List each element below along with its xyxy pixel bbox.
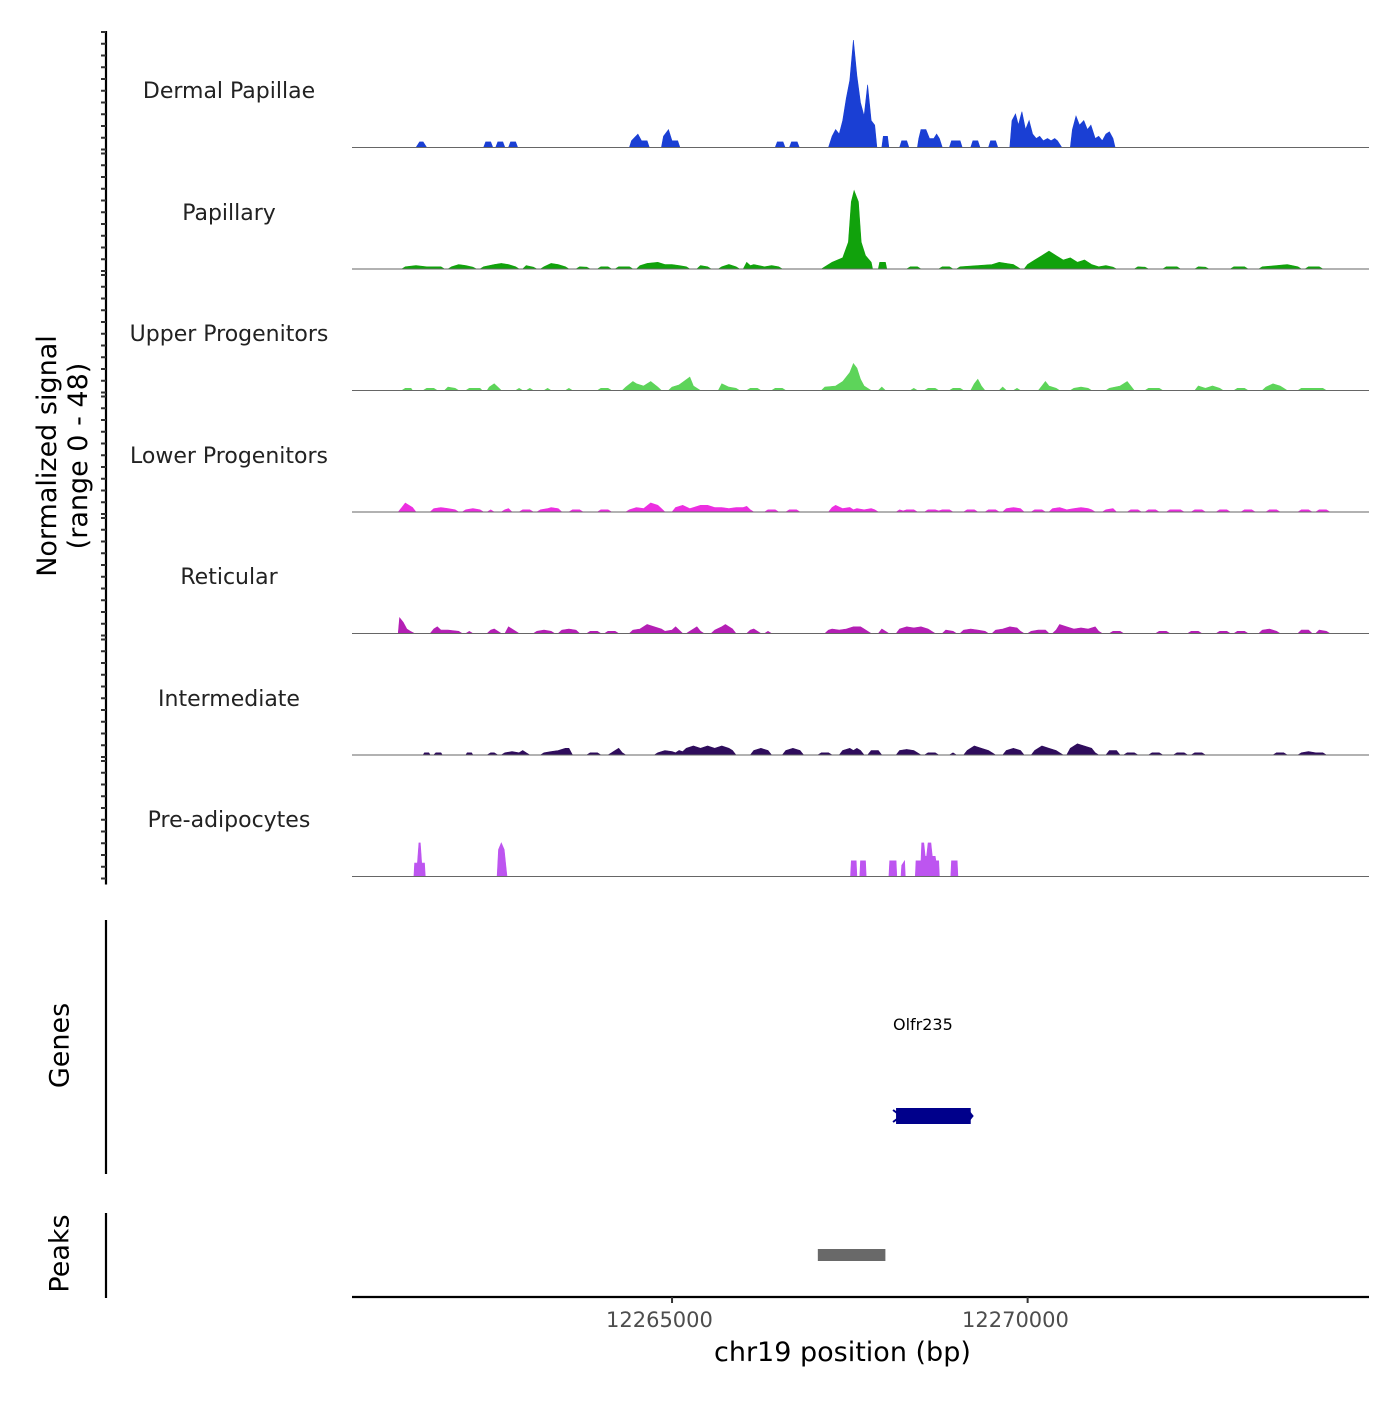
signal-area-intermediate <box>422 743 1328 756</box>
signal-area-dermal-papillae <box>415 39 1116 148</box>
gene-track <box>104 920 974 1174</box>
track-papillary <box>352 189 1369 270</box>
y-axis-label-line2: (range 0 - 48) <box>63 362 94 550</box>
peak-1 <box>817 1249 886 1261</box>
track-intermediate <box>352 743 1369 756</box>
x-tick-label-2: 12270000 <box>962 1308 1069 1332</box>
signal-area-upper-progenitors <box>400 363 1328 391</box>
signal-y-axis <box>101 31 108 885</box>
track-label-intermediate: Intermediate <box>158 687 300 712</box>
x-axis <box>352 1295 1369 1303</box>
signal-tracks <box>352 39 1369 877</box>
x-axis-label: chr19 position (bp) <box>714 1337 971 1368</box>
signal-area-pre-adipocytes <box>413 842 959 877</box>
track-label-upper-progenitors: Upper Progenitors <box>129 322 329 347</box>
track-label-reticular: Reticular <box>180 565 278 590</box>
gene-strand-arrow <box>892 1109 903 1123</box>
track-label-papillary: Papillary <box>182 201 276 226</box>
x-tick-label-1: 12265000 <box>606 1308 713 1332</box>
track-label-pre-adipocytes: Pre-adipocytes <box>147 808 311 833</box>
track-dermal-papillae <box>352 39 1369 148</box>
gene-end-cap <box>969 1111 974 1121</box>
signal-area-lower-progenitors <box>397 502 1331 513</box>
genes-axis-label: Genes <box>44 1002 76 1089</box>
track-lower-progenitors <box>352 502 1369 513</box>
peaks-axis-label: Peaks <box>44 1214 76 1293</box>
track-pre-adipocytes <box>352 842 1369 877</box>
track-reticular <box>352 617 1369 634</box>
y-axis-label: Normalized signal (range 0 - 48) <box>32 286 94 626</box>
signal-area-reticular <box>397 617 1331 634</box>
peak-track <box>104 1213 886 1298</box>
track-label-dermal-papillae: Dermal Papillae <box>142 79 316 104</box>
signal-area-papillary <box>400 189 1324 270</box>
y-axis-label-line1: Normalized signal <box>32 335 63 577</box>
gene-label-olfr235: Olfr235 <box>893 1015 953 1034</box>
gene-body-olfr235 <box>896 1108 971 1124</box>
track-upper-progenitors <box>352 363 1369 391</box>
track-label-lower-progenitors: Lower Progenitors <box>130 444 328 469</box>
